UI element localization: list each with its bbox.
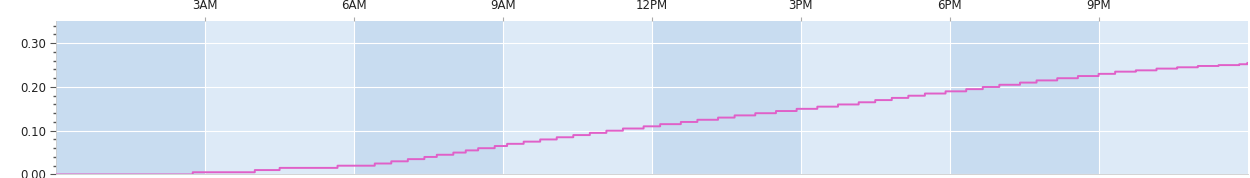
- Bar: [205, 21, 354, 174]
- Bar: [1099, 21, 1248, 174]
- Bar: [503, 21, 652, 174]
- Bar: [652, 21, 801, 174]
- Bar: [56, 21, 205, 174]
- Bar: [801, 21, 950, 174]
- Bar: [950, 21, 1099, 174]
- Bar: [354, 21, 502, 174]
